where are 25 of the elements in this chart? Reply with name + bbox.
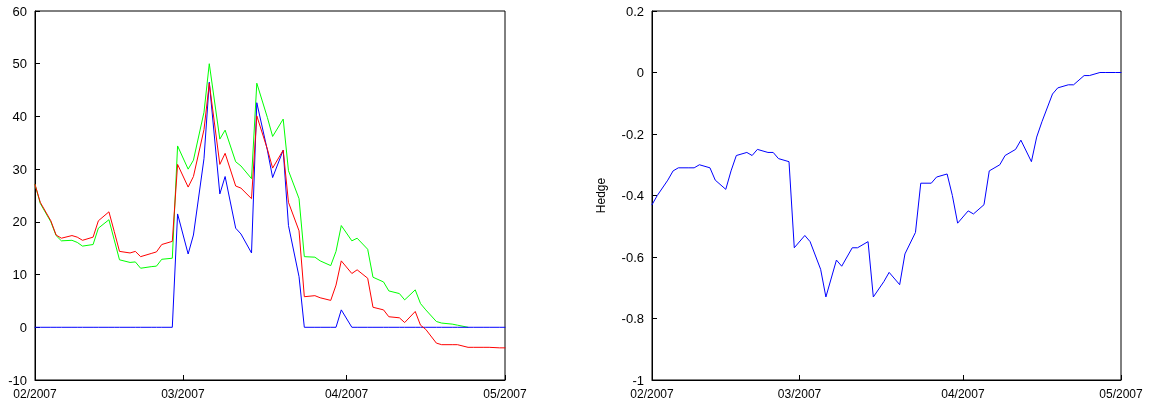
x-tick-label: 05/2007 (1099, 387, 1144, 401)
y-tick-label: 60 (12, 3, 27, 19)
y-tick-label: 10 (12, 267, 27, 283)
x-tick-label: 02/2007 (13, 387, 58, 401)
x-tick-label: 05/2007 (483, 387, 528, 401)
y-tick-label: -0.4 (621, 188, 644, 203)
y-tick-label: 40 (12, 108, 27, 124)
x-tick-label: 04/2007 (941, 387, 985, 401)
line-series (651, 72, 1122, 298)
y-tick-label: -1 (632, 372, 644, 388)
y-tick-label: 30 (12, 161, 27, 177)
y-tick-label: 0.2 (625, 3, 644, 19)
y-tick-label: 50 (12, 56, 27, 72)
x-tick-label: 03/2007 (161, 387, 205, 401)
y-tick-label: -10 (8, 372, 27, 388)
y-tick-label: 20 (12, 214, 27, 230)
y-tick-label: 0 (19, 319, 27, 335)
x-tick-label: 04/2007 (324, 387, 369, 401)
y-tick-label: 0 (636, 65, 644, 80)
y-tick-label: -0.2 (621, 126, 644, 142)
x-tick-label: 02/2007 (630, 387, 675, 401)
x-tick-label: 03/2007 (777, 387, 822, 401)
y-axis-title: Hedge (594, 177, 608, 214)
y-tick-label: -0.8 (621, 311, 644, 326)
y-tick-label: -0.6 (621, 249, 644, 265)
